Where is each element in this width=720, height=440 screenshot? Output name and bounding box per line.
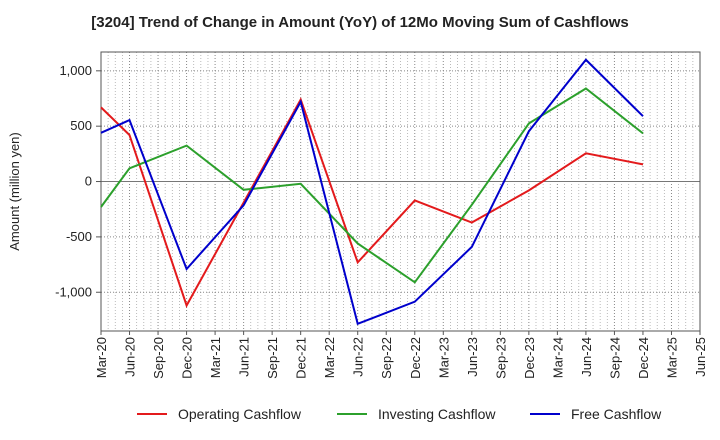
- free-cashflow-line: [100, 58, 644, 326]
- x-tick-label: Mar-21: [208, 337, 223, 378]
- x-tick-label: Sep-23: [493, 337, 508, 379]
- grid-layer: [100, 52, 701, 331]
- x-tick-label: Dec-24: [636, 337, 651, 379]
- x-tick-label: Jun-25: [693, 337, 708, 377]
- x-tick-label: Sep-20: [151, 337, 166, 379]
- x-tick-label: Sep-22: [379, 337, 394, 379]
- x-tick-label: Mar-23: [436, 337, 451, 378]
- investing-cashflow-legend-label: Investing Cashflow: [378, 406, 496, 422]
- x-tick-label: Dec-21: [294, 337, 309, 379]
- x-tick-label: Mar-20: [94, 337, 109, 378]
- x-tick-label: Sep-21: [265, 337, 280, 379]
- x-tick-labels: Mar-20 Jun-20 Sep-20 Dec-20 Mar-21 Jun-21 Sep-…: [94, 331, 708, 379]
- x-tick-label: Dec-22: [408, 337, 423, 379]
- plot-frame: [100, 51, 701, 332]
- y-tick-labels: 1,000 500 0 -500 -1,000: [55, 63, 101, 299]
- y-tick-label: 500: [70, 118, 92, 133]
- x-tick-label: Jun-24: [579, 337, 594, 377]
- legend: Operating Cashflow Investing Cashflow Free…: [137, 406, 662, 422]
- x-tick-label: Mar-24: [550, 337, 565, 378]
- y-tick-label: 0: [85, 174, 92, 189]
- x-tick-label: Jun-23: [465, 337, 480, 377]
- y-axis-label: Amount (million yen): [7, 132, 22, 251]
- x-tick-label: Jun-21: [237, 337, 252, 377]
- x-tick-label: Jun-20: [123, 337, 138, 377]
- x-tick-label: Sep-24: [607, 337, 622, 379]
- chart-title: [3204] Trend of Change in Amount (YoY) o…: [91, 14, 629, 31]
- investing-cashflow-line: [100, 87, 644, 284]
- operating-cashflow-legend-label: Operating Cashflow: [178, 406, 302, 422]
- x-tick-label: Dec-20: [180, 337, 195, 379]
- free-cashflow-legend-label: Free Cashflow: [571, 406, 662, 422]
- y-tick-label: 1,000: [59, 63, 92, 78]
- x-tick-label: Mar-25: [664, 337, 679, 378]
- y-tick-label: -1,000: [55, 284, 92, 299]
- operating-cashflow-line: [100, 97, 644, 308]
- x-tick-label: Jun-22: [351, 337, 366, 377]
- x-tick-label: Dec-23: [522, 337, 537, 379]
- series-layer: [100, 58, 644, 326]
- y-tick-label: -500: [66, 229, 92, 244]
- x-tick-label: Mar-22: [322, 337, 337, 378]
